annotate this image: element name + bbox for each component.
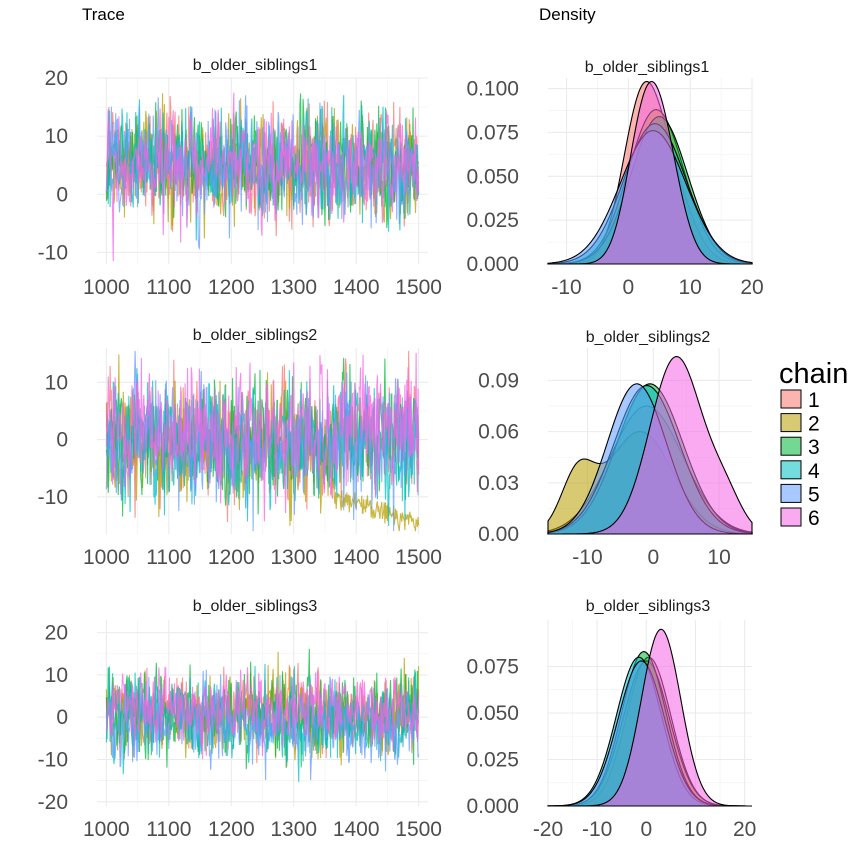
y-tick-label: 10 [45,664,68,687]
y-tick-label: -20 [38,791,68,814]
trace-plot: 1000 1100 1200 1300 1400 1500 20 10 0 -10 [38,67,442,299]
y-tick-label: 0.09 [478,369,519,392]
x-tick-label: 10 [684,818,707,841]
legend-swatch-chain-6 [780,507,802,527]
y-tick-label: 0.100 [466,78,519,101]
trace-strip-label: b_older_siblings2 [193,327,318,344]
legend-label-chain-4: 4 [808,460,820,483]
density-curve-chain-6 [548,80,752,265]
legend-title: chain [779,358,848,390]
density-plot: -10 0 10 0.09 0.06 0.03 0.00 [478,348,753,569]
x-tick-label: 1000 [83,276,130,299]
y-tick-label: 0.025 [466,749,519,772]
x-tick-label: 1100 [146,818,191,841]
x-tick-label: 1100 [146,546,191,569]
legend-swatch-chain-5 [780,483,802,503]
x-tick-label: 0 [623,276,635,299]
legend-label-chain-2: 2 [808,413,820,436]
trace-line-chain-6 [105,666,420,760]
y-tick-label: 0 [56,429,68,452]
density-strip-label: b_older_siblings2 [586,329,711,346]
x-tick-label: 20 [733,818,756,841]
density-curve-chain-6 [548,628,753,807]
panel-row-3: b_older_siblings3 1000 1100 1200 1300 1400 15… [38,598,757,841]
y-tick-label: 20 [45,67,68,90]
legend-label-chain-5: 5 [808,483,820,506]
trace-line-chain-6 [105,352,420,522]
x-tick-label: 1300 [270,546,317,569]
x-tick-label: -10 [551,276,581,299]
x-tick-label: 1200 [208,818,255,841]
y-tick-label: 0 [56,706,68,729]
panel-row-2: b_older_siblings2 1000 1100 1200 1300 1400 15… [38,327,753,569]
x-tick-label: 10 [707,546,730,569]
y-tick-label: 10 [45,371,68,394]
trace-plot: 1000 1100 1200 1300 1400 1500 10 0 -10 [38,348,442,569]
legend-label-chain-6: 6 [808,507,820,530]
density-plot: -10 0 10 20 0.100 0.075 0.050 0.025 0.000 [466,78,763,299]
y-tick-label: -10 [38,749,68,772]
x-tick-label: 1100 [146,276,191,299]
legend-label-chain-1: 1 [808,389,820,412]
trace-line-chain-5 [105,95,420,251]
legend-swatch-chain-3 [780,436,802,456]
trace-plot: 1000 1100 1200 1300 1400 1500 20 10 0 -10 -20 [38,620,442,841]
x-tick-label: 1200 [208,276,255,299]
x-tick-label: 1400 [333,276,380,299]
y-tick-label: 10 [45,125,68,148]
x-tick-label: 10 [679,276,702,299]
x-tick-label: 1500 [395,276,442,299]
trace-strip-label: b_older_siblings3 [193,598,318,615]
legend-swatch-chain-2 [780,413,802,433]
y-tick-label: -10 [38,241,68,264]
y-tick-label: 0.025 [466,209,519,232]
x-tick-label: 20 [740,276,763,299]
density-column-title: Density [539,5,596,24]
trace-strip-label: b_older_siblings1 [193,57,318,74]
x-tick-label: -10 [572,546,602,569]
y-tick-label: 0.050 [466,165,519,188]
x-tick-label: -20 [533,818,563,841]
legend-swatch-chain-4 [780,460,802,480]
x-tick-label: 0 [640,818,652,841]
x-tick-label: 1300 [270,276,317,299]
legend-label-chain-3: 3 [808,436,820,459]
x-tick-label: 1400 [333,546,380,569]
y-tick-label: 20 [45,622,68,645]
x-tick-label: 1000 [83,818,130,841]
y-tick-label: -10 [38,486,68,509]
legend-swatch-chain-1 [780,389,802,409]
y-tick-label: 0.00 [478,523,519,546]
y-tick-label: 0.075 [466,656,519,679]
x-tick-label: 1400 [333,818,380,841]
x-tick-label: 1500 [395,818,442,841]
x-tick-label: -10 [582,818,612,841]
y-tick-label: 0.050 [466,702,519,725]
y-tick-label: 0.075 [466,121,519,144]
density-curve-chain-6 [548,355,753,535]
y-tick-label: 0.000 [466,253,519,276]
density-plot: -20 -10 0 10 20 0.075 0.050 0.025 0.000 [466,620,756,841]
x-tick-label: 1200 [208,546,255,569]
trace-column-title: Trace [82,5,125,24]
x-tick-label: 1300 [270,818,317,841]
density-strip-label: b_older_siblings1 [585,59,710,76]
y-tick-label: 0 [56,183,68,206]
y-tick-label: 0.06 [478,421,519,444]
x-tick-label: 0 [647,546,659,569]
x-tick-label: 1500 [395,546,442,569]
y-tick-label: 0.000 [466,795,519,818]
density-strip-label: b_older_siblings3 [586,598,711,615]
x-tick-label: 1000 [83,546,130,569]
panel-row-1: b_older_siblings1 1000 1100 1200 1300 1400 15… [38,57,764,299]
y-tick-label: 0.03 [478,472,519,495]
trace-line-chain-6 [105,92,420,262]
